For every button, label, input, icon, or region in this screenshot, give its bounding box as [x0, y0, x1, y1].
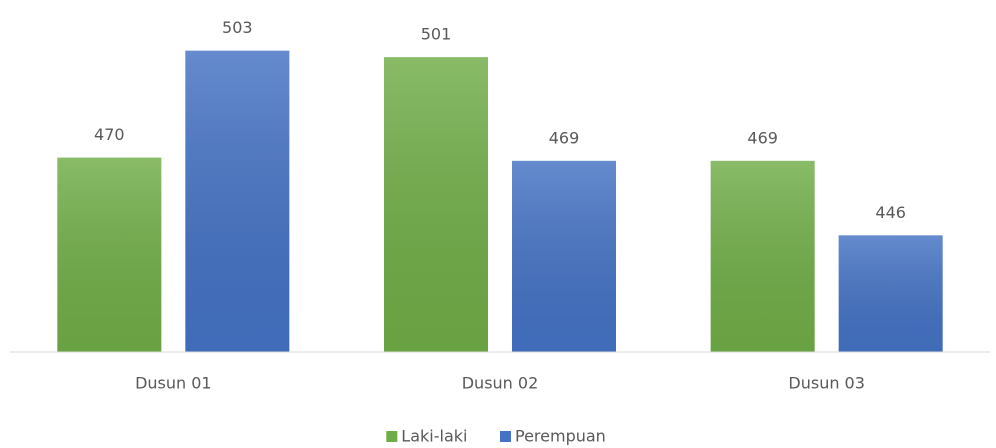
legend-label: Laki-laki: [401, 427, 467, 446]
bar-shade: [185, 50, 290, 353]
legend-swatch: [500, 431, 511, 442]
x-tick-label: Dusun 03: [788, 374, 865, 393]
bar-shade: [384, 57, 488, 352]
legend-swatch: [386, 431, 398, 442]
x-tick-label: Dusun 01: [135, 374, 212, 393]
x-tick-label: Dusun 02: [462, 374, 539, 393]
data-label: 469: [747, 128, 778, 147]
data-label: 446: [875, 203, 906, 222]
bar-shade: [57, 157, 162, 352]
legend-label: Perempuan: [515, 427, 606, 446]
bar-shade: [512, 160, 616, 352]
bar-shade: [838, 235, 943, 352]
data-label: 469: [549, 128, 580, 147]
data-label: 470: [94, 125, 125, 144]
data-label: 501: [421, 25, 452, 44]
bar-shade: [710, 160, 815, 352]
data-label: 503: [222, 18, 253, 37]
